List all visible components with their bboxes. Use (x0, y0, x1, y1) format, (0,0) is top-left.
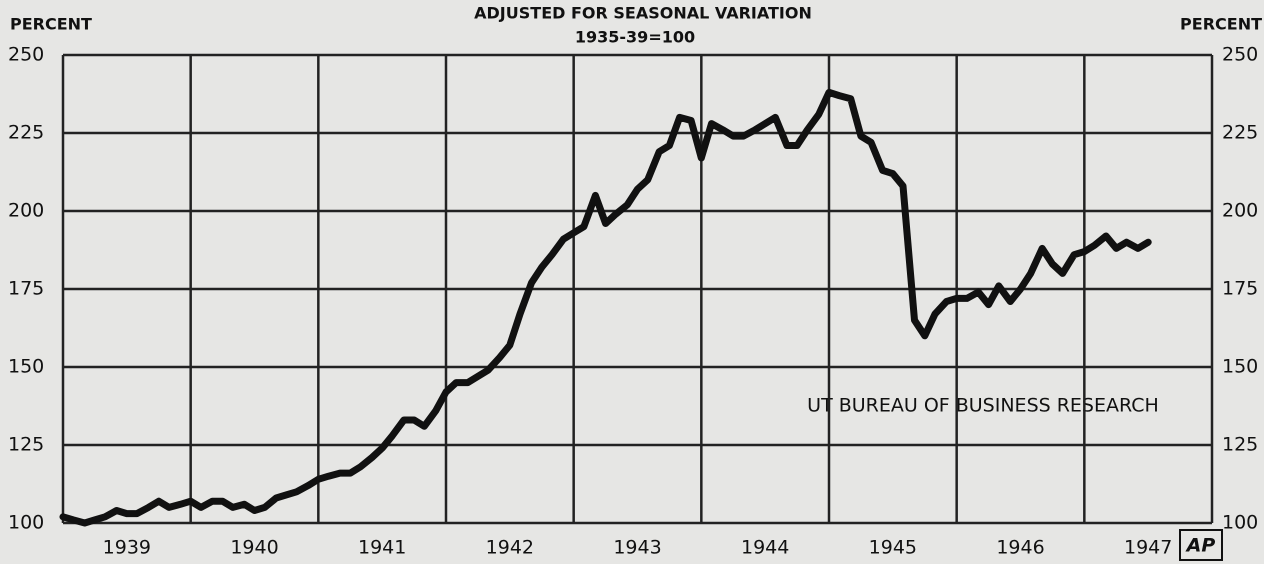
x-tick-label: 1944 (741, 537, 789, 559)
y-tick-label: 125 (8, 434, 44, 456)
logo-box (1179, 529, 1223, 561)
annotation: UT BUREAU OF BUSINESS RESEARCH (807, 395, 1159, 417)
y-tick-label: 225 (8, 122, 44, 144)
y-tick-label: 175 (8, 278, 44, 300)
x-tick-label: 1941 (358, 537, 406, 559)
x-tick-label: 1946 (996, 537, 1044, 559)
y2-tick-label: 225 (1222, 122, 1258, 144)
y2-tick-label: 175 (1222, 278, 1258, 300)
x-tick-label: 1943 (613, 537, 661, 559)
x-tick-label: 1939 (103, 537, 151, 559)
y-tick-label: 150 (8, 356, 44, 378)
subtitle-2: 1935-39=100 (575, 28, 695, 47)
y2-tick-label: 200 (1222, 200, 1258, 222)
y2-tick-label: 100 (1222, 512, 1258, 534)
y-axis-label: PERCENT (10, 15, 92, 34)
subtitle: ADJUSTED FOR SEASONAL VARIATION (474, 4, 812, 23)
y-tick-label: 200 (8, 200, 44, 222)
y2-tick-label: 150 (1222, 356, 1258, 378)
y-tick-label: 100 (8, 512, 44, 534)
x-tick-label: 1947 (1124, 537, 1172, 559)
logo: AP (1185, 535, 1216, 557)
x-tick-label: 1940 (230, 537, 278, 559)
y2-tick-label: 250 (1222, 44, 1258, 66)
data-line (59, 88, 1152, 527)
x-tick-label: 1945 (869, 537, 917, 559)
y2-axis-label: PERCENT (1180, 15, 1262, 34)
y-tick-label: 250 (8, 44, 44, 66)
y2-tick-label: 125 (1222, 434, 1258, 456)
x-tick-label: 1942 (486, 537, 534, 559)
